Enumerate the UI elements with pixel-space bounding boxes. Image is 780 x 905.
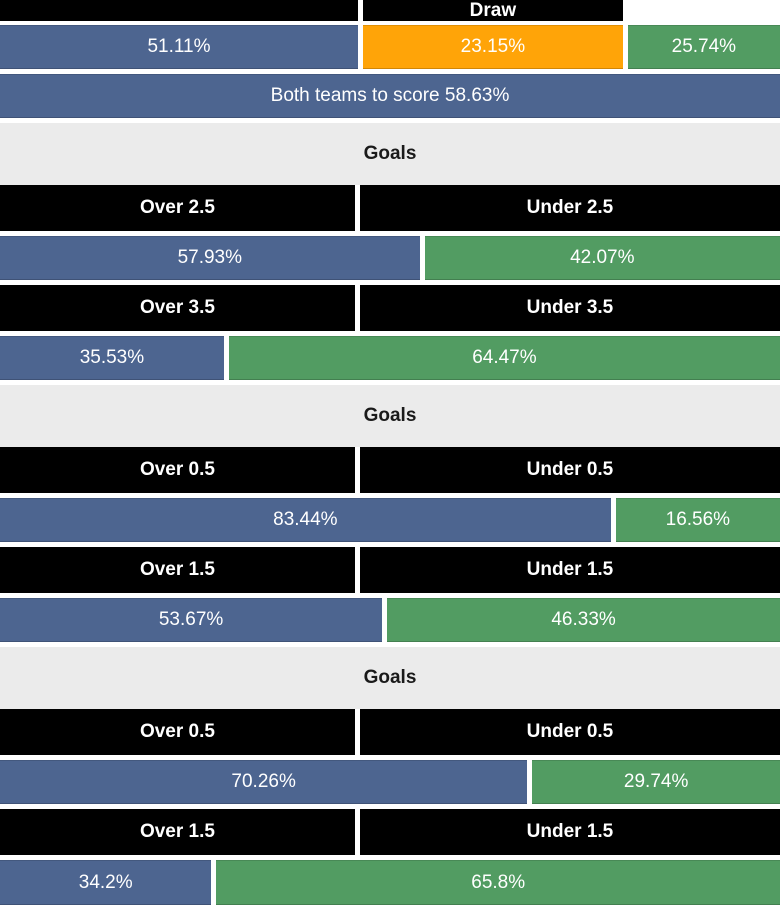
over-header-cell: Over 0.5 (0, 447, 355, 493)
under-header-cell: Under 0.5 (359, 709, 780, 755)
under-header-cell: Under 2.5 (359, 185, 780, 231)
btts-bar: Both teams to score 58.63% (0, 74, 780, 118)
home-header-cell (0, 0, 359, 21)
over-header-cell: Over 1.5 (0, 547, 355, 593)
over-under-2-5-header-row: Over 2.5 Under 2.5 (0, 185, 780, 231)
over-under-2-5-bars: 57.93% 42.07% (0, 236, 780, 280)
goals-section-header: Goals (0, 123, 780, 185)
goals-section-header: Goals (0, 647, 780, 709)
draw-probability-bar: 23.15% (363, 25, 623, 69)
over-under-0-5-header-row: Over 0.5 Under 0.5 (0, 709, 780, 755)
under-probability-bar: 64.47% (228, 336, 780, 380)
over-under-3-5-header-row: Over 3.5 Under 3.5 (0, 285, 780, 331)
over-probability-bar: 57.93% (0, 236, 420, 280)
over-under-1-5-header-row: Over 1.5 Under 1.5 (0, 547, 780, 593)
over-probability-bar: 70.26% (0, 760, 528, 804)
under-probability-bar: 29.74% (532, 760, 780, 804)
over-under-1-5-bars: 34.2% 65.8% (0, 860, 780, 905)
under-header-cell: Under 3.5 (359, 285, 780, 331)
full-time-result-bars: 51.11% 23.15% 25.74% (0, 25, 780, 69)
over-header-cell: Over 1.5 (0, 809, 355, 855)
over-probability-bar: 53.67% (0, 598, 383, 642)
over-probability-bar: 35.53% (0, 336, 224, 380)
over-under-1-5-header-row: Over 1.5 Under 1.5 (0, 809, 780, 855)
goals-section-header: Goals (0, 385, 780, 447)
over-header-cell: Over 2.5 (0, 185, 355, 231)
under-probability-bar: 42.07% (424, 236, 780, 280)
under-header-cell: Under 1.5 (359, 547, 780, 593)
under-probability-bar: 65.8% (216, 860, 780, 905)
over-header-cell: Over 3.5 (0, 285, 355, 331)
draw-header-cell: Draw (363, 0, 623, 21)
over-under-0-5-bars: 83.44% 16.56% (0, 498, 780, 542)
over-under-0-5-header-row: Over 0.5 Under 0.5 (0, 447, 780, 493)
over-under-0-5-bars: 70.26% 29.74% (0, 760, 780, 804)
under-probability-bar: 46.33% (387, 598, 780, 642)
over-probability-bar: 34.2% (0, 860, 212, 905)
match-winner-header-row: Draw (0, 0, 780, 21)
home-probability-bar: 51.11% (0, 25, 359, 69)
away-probability-bar: 25.74% (627, 25, 780, 69)
under-probability-bar: 16.56% (615, 498, 780, 542)
over-header-cell: Over 0.5 (0, 709, 355, 755)
over-under-3-5-bars: 35.53% 64.47% (0, 336, 780, 380)
over-under-1-5-bars: 53.67% 46.33% (0, 598, 780, 642)
under-header-cell: Under 0.5 (359, 447, 780, 493)
over-probability-bar: 83.44% (0, 498, 611, 542)
under-header-cell: Under 1.5 (359, 809, 780, 855)
